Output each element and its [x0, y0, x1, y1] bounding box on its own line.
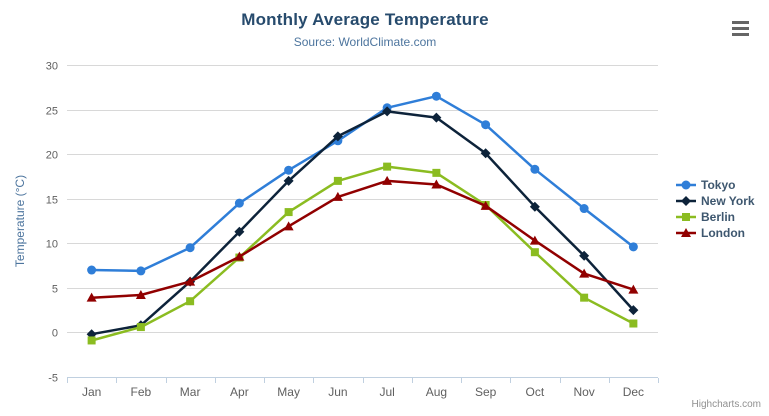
circle-marker-icon	[676, 180, 696, 190]
series-marker-london[interactable]	[431, 179, 442, 189]
series-marker-london[interactable]	[579, 268, 590, 278]
series-marker-tokyo[interactable]	[579, 204, 589, 214]
x-axis-label: Jun	[328, 385, 347, 399]
y-axis-tick-label: 25	[46, 106, 58, 118]
y-axis-tick-label: 10	[46, 239, 58, 251]
series-marker-new-york[interactable]	[628, 305, 639, 316]
series-marker-berlin[interactable]	[629, 319, 638, 328]
legend-item-berlin[interactable]: Berlin	[676, 209, 755, 225]
series-marker-tokyo[interactable]	[234, 198, 244, 208]
legend-label: London	[701, 226, 745, 240]
series-marker-berlin[interactable]	[333, 176, 342, 185]
legend-item-tokyo[interactable]: Tokyo	[676, 177, 755, 193]
series-marker-tokyo[interactable]	[530, 164, 540, 174]
x-axis-label: Sep	[475, 385, 497, 399]
series-marker-new-york[interactable]	[529, 201, 540, 212]
series-marker-tokyo[interactable]	[431, 91, 441, 101]
hamburger-icon	[732, 27, 749, 30]
series-marker-tokyo[interactable]	[136, 266, 146, 276]
series-marker-new-york[interactable]	[332, 131, 343, 142]
triangle-marker-icon	[676, 228, 696, 237]
x-axis-label: May	[277, 385, 300, 399]
series-marker-tokyo[interactable]	[185, 243, 195, 253]
legend-label: Berlin	[701, 210, 736, 224]
series-marker-london[interactable]	[382, 175, 393, 185]
series-marker-new-york[interactable]	[234, 226, 245, 237]
series-marker-berlin[interactable]	[136, 323, 145, 332]
series-marker-berlin[interactable]	[530, 248, 539, 257]
series-marker-london[interactable]	[135, 289, 146, 299]
y-axis-tick-label: 5	[52, 284, 58, 296]
series-marker-london[interactable]	[628, 284, 639, 294]
diamond-marker-icon	[676, 196, 696, 206]
series-marker-london[interactable]	[185, 276, 196, 286]
series-marker-tokyo[interactable]	[481, 120, 491, 130]
series-marker-london[interactable]	[529, 235, 540, 245]
series-marker-berlin[interactable]	[186, 297, 195, 306]
x-axis-label: Jul	[379, 385, 394, 399]
x-axis-label: Aug	[426, 385, 447, 399]
series-line-tokyo[interactable]	[90, 94, 635, 273]
x-axis-label: Feb	[131, 385, 152, 399]
series-marker-berlin[interactable]	[580, 293, 589, 302]
series-line-new-york[interactable]	[90, 110, 635, 336]
square-marker-icon	[676, 213, 696, 221]
series-marker-new-york[interactable]	[382, 106, 393, 117]
series-line-london[interactable]	[90, 179, 635, 299]
x-axis-label: Dec	[623, 385, 644, 399]
series-marker-new-york[interactable]	[431, 112, 442, 123]
series-marker-berlin[interactable]	[383, 162, 392, 171]
chart-subtitle: Source: WorldClimate.com	[293, 35, 437, 49]
series-marker-tokyo[interactable]	[284, 165, 294, 175]
series-marker-berlin[interactable]	[284, 208, 293, 217]
chart-title: Monthly Average Temperature	[241, 10, 489, 29]
y-axis-tick-label: 20	[46, 150, 58, 162]
y-axis-tick-label: 0	[52, 328, 58, 340]
legend-item-new-york[interactable]: New York	[676, 193, 755, 209]
series-line-berlin[interactable]	[90, 165, 635, 342]
legend-label: Tokyo	[701, 178, 736, 192]
y-axis-tick-label: 30	[46, 61, 58, 73]
x-axis-label: Oct	[526, 385, 545, 399]
series-marker-new-york[interactable]	[283, 175, 294, 186]
series-marker-london[interactable]	[234, 251, 245, 261]
x-axis-label: Mar	[180, 385, 201, 399]
series-marker-london[interactable]	[332, 191, 343, 201]
series-marker-tokyo[interactable]	[87, 265, 97, 275]
x-axis-label: Apr	[230, 385, 249, 399]
legend-label: New York	[701, 194, 755, 208]
hamburger-menu-button[interactable]	[732, 21, 749, 36]
credits-link[interactable]: Highcharts.com	[691, 399, 761, 410]
x-axis-label: Jan	[82, 385, 101, 399]
y-axis-tick-label: 15	[46, 195, 58, 207]
series-marker-london[interactable]	[480, 200, 491, 210]
series-marker-tokyo[interactable]	[628, 242, 638, 252]
series-marker-london[interactable]	[283, 221, 294, 231]
series-marker-berlin[interactable]	[432, 168, 441, 177]
y-axis-title: Temperature (°C)	[13, 174, 27, 268]
legend-item-london[interactable]: London	[676, 225, 755, 241]
legend: Tokyo New York Berlin London	[676, 177, 755, 241]
y-axis-tick-label: -5	[48, 373, 58, 385]
series-marker-berlin[interactable]	[87, 336, 96, 345]
hamburger-icon	[732, 21, 749, 24]
series-marker-new-york[interactable]	[579, 250, 590, 261]
x-axis-label: Nov	[573, 385, 594, 399]
hamburger-icon	[732, 33, 749, 36]
series-marker-london[interactable]	[86, 292, 97, 302]
series-marker-new-york[interactable]	[480, 148, 491, 159]
